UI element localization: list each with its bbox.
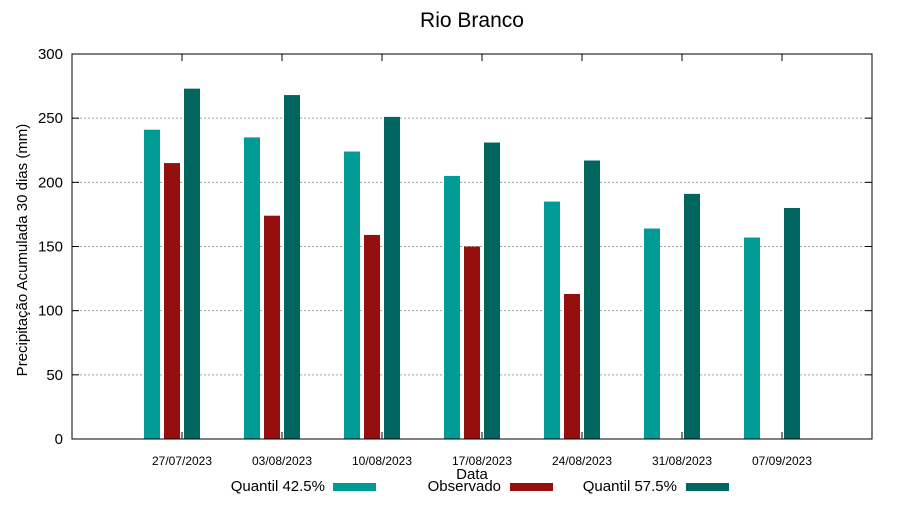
y-tick-label: 150 xyxy=(38,239,63,256)
bars xyxy=(144,88,800,440)
x-tick-label: 17/08/2023 xyxy=(452,454,512,468)
legend-swatch xyxy=(333,483,376,491)
bar-quantil-42-5-6 xyxy=(644,228,660,439)
y-axis-label: Precipitação Acumulada 30 dias (mm) xyxy=(14,124,31,377)
legend: Quantil 42.5% Observado Quantil 57.5% xyxy=(231,478,729,495)
bar-quantil-57-5-4 xyxy=(484,142,500,440)
legend-entry: Quantil 57.5% xyxy=(583,478,729,495)
x-tick-label: 31/08/2023 xyxy=(652,454,712,468)
legend-swatch xyxy=(510,483,553,491)
bar-quantil-42-5-1 xyxy=(144,129,160,439)
bar-quantil-57-5-7 xyxy=(784,208,800,439)
y-tick-label: 0 xyxy=(55,431,63,448)
y-tick-label: 250 xyxy=(38,110,63,127)
bar-quantil-57-5-2 xyxy=(284,95,300,440)
x-tick-label: 07/09/2023 xyxy=(752,454,812,468)
bar-quantil-42-5-7 xyxy=(744,237,760,439)
bar-observado-2 xyxy=(264,215,280,439)
bar-quantil-42-5-5 xyxy=(544,201,560,439)
bar-quantil-57-5-3 xyxy=(384,116,400,439)
bar-observado-3 xyxy=(364,234,380,439)
x-axis-ticks: 27/07/2023 03/08/2023 10/08/2023 17/08/2023… xyxy=(152,54,812,468)
bar-observado-4 xyxy=(464,246,480,439)
bar-observado-1 xyxy=(164,163,180,440)
bar-quantil-42-5-2 xyxy=(244,137,260,439)
y-tick-label: 200 xyxy=(38,174,63,191)
y-tick-label: 300 xyxy=(38,46,63,63)
bar-observado-5 xyxy=(564,293,580,439)
legend-label: Observado xyxy=(428,478,501,495)
y-axis-ticks: 0 50 100 150 200 250 300 xyxy=(38,46,872,448)
x-tick-label: 27/07/2023 xyxy=(152,454,212,468)
bar-quantil-42-5-3 xyxy=(344,151,360,440)
bar-quantil-57-5-5 xyxy=(584,160,600,439)
legend-label: Quantil 57.5% xyxy=(583,478,677,495)
chart-title: Rio Branco xyxy=(420,9,524,32)
x-tick-label: 24/08/2023 xyxy=(552,454,612,468)
legend-swatch xyxy=(686,483,729,491)
legend-label: Quantil 42.5% xyxy=(231,478,325,495)
x-tick-label: 03/08/2023 xyxy=(252,454,312,468)
bar-quantil-42-5-4 xyxy=(444,175,460,439)
x-tick-label: 10/08/2023 xyxy=(352,454,412,468)
legend-entry: Quantil 42.5% xyxy=(231,478,376,495)
bar-quantil-57-5-1 xyxy=(184,88,200,440)
y-tick-label: 100 xyxy=(38,303,63,320)
x-axis-label: Data xyxy=(456,466,488,483)
legend-entry: Observado xyxy=(428,478,553,495)
y-tick-label: 50 xyxy=(46,367,63,384)
bar-quantil-57-5-6 xyxy=(684,193,700,439)
